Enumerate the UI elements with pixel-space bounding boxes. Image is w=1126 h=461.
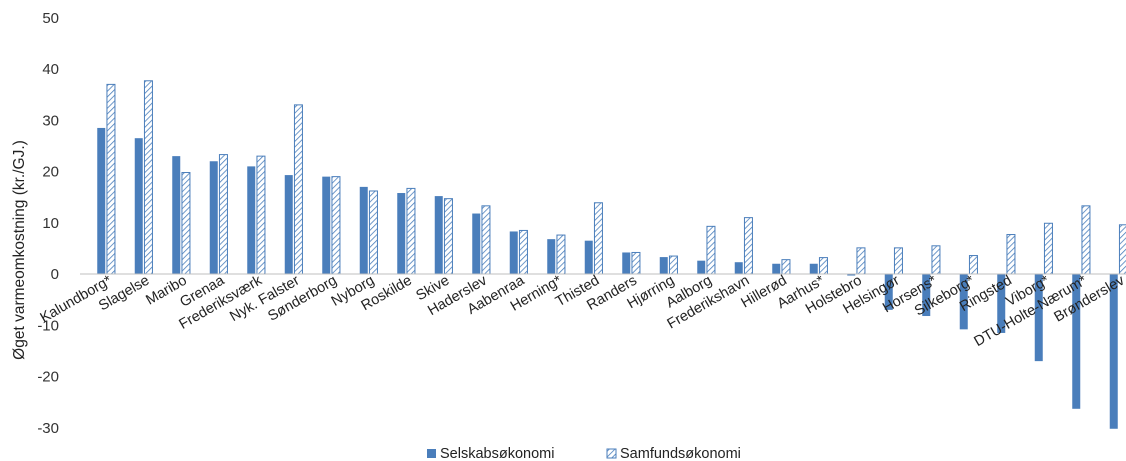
bar-selskabsokonomi [547, 239, 556, 274]
bar-samfundsokonomi [331, 176, 341, 275]
bar-samfundsokonomi [106, 83, 116, 275]
bar-samfundsokonomi [1118, 224, 1126, 275]
bar-samfundsokonomi [481, 205, 491, 275]
bar-samfundsokonomi [706, 225, 716, 275]
plot-area [80, 80, 1126, 429]
bar-selskabsokonomi [434, 196, 443, 274]
bar-selskabsokonomi [509, 231, 518, 274]
y-tick-label: 50 [42, 10, 59, 27]
bar-samfundsokonomi [368, 190, 378, 275]
bar-selskabsokonomi [884, 274, 893, 310]
bar-samfundsokonomi [406, 187, 416, 275]
bar-samfundsokonomi [743, 217, 753, 275]
bar-samfundsokonomi [968, 255, 978, 275]
bar-selskabsokonomi [134, 138, 143, 274]
bar-selskabsokonomi [1034, 274, 1043, 362]
legend-swatch-samfundsokonomi [606, 448, 617, 459]
bar-selskabsokonomi [734, 262, 743, 274]
legend-label: Samfundsøkonomi [620, 446, 741, 461]
bar-selskabsokonomi [997, 274, 1006, 333]
bar-selskabsokonomi [97, 127, 106, 274]
y-tick-label: 10 [42, 215, 59, 232]
legend-swatch-selskabsokonomi [427, 449, 436, 458]
bar-samfundsokonomi [181, 172, 191, 275]
bar-samfundsokonomi [556, 234, 566, 275]
bar-selskabsokonomi [809, 263, 818, 274]
bar-samfundsokonomi [593, 202, 603, 275]
bar-selskabsokonomi [772, 263, 781, 274]
bar-samfundsokonomi [893, 247, 903, 275]
legend: Selskabsøkonomi Samfundsøkonomi [427, 446, 741, 461]
bar-samfundsokonomi [1006, 234, 1016, 275]
bar-selskabsokonomi [1109, 274, 1118, 429]
bar-samfundsokonomi [143, 80, 153, 275]
category-labels: Kalundborg*SlagelseMariboGrenaaFrederiks… [38, 272, 1126, 350]
bar-selskabsokonomi [959, 274, 968, 330]
y-axis-ticks: -30 -20 -10 0 10 20 30 40 50 [37, 10, 59, 437]
bar-samfundsokonomi [631, 251, 641, 275]
bar-samfundsokonomi [1043, 222, 1053, 275]
bar-selskabsokonomi [472, 213, 481, 274]
bar-selskabsokonomi [359, 186, 368, 275]
bar-selskabsokonomi [659, 257, 668, 274]
bar-selskabsokonomi [922, 274, 931, 317]
bar-selskabsokonomi [697, 260, 706, 274]
bar-selskabsokonomi [847, 274, 856, 276]
y-tick-label: -30 [37, 420, 59, 437]
bar-samfundsokonomi [256, 155, 266, 275]
y-tick-label: 0 [51, 266, 59, 283]
y-tick-label: 40 [42, 61, 59, 78]
bar-samfundsokonomi [668, 255, 678, 275]
bar-selskabsokonomi [209, 161, 218, 274]
bar-selskabsokonomi [284, 175, 293, 274]
bar-samfundsokonomi [1081, 205, 1091, 275]
bar-samfundsokonomi [856, 247, 866, 275]
bar-samfundsokonomi [293, 104, 303, 275]
y-tick-label: 30 [42, 112, 59, 129]
bar-selskabsokonomi [322, 176, 331, 275]
bar-selskabsokonomi [622, 252, 631, 274]
bar-selskabsokonomi [584, 240, 593, 274]
legend-label: Selskabsøkonomi [440, 446, 554, 461]
bar-samfundsokonomi [518, 229, 528, 275]
bar-selskabsokonomi [172, 156, 181, 275]
bar-samfundsokonomi [931, 245, 941, 275]
bar-selskabsokonomi [247, 166, 256, 275]
bar-selskabsokonomi [397, 193, 406, 274]
bar-samfundsokonomi [218, 154, 228, 275]
bar-selskabsokonomi [1072, 274, 1081, 409]
bar-samfundsokonomi [443, 198, 453, 275]
y-tick-label: -10 [37, 317, 59, 334]
bar-samfundsokonomi [818, 257, 828, 275]
bar-samfundsokonomi [781, 259, 791, 275]
y-tick-label: -20 [37, 369, 59, 386]
y-tick-label: 20 [42, 164, 59, 181]
y-axis-title: Øget varmeomkostning (kr./GJ.) [11, 140, 28, 360]
